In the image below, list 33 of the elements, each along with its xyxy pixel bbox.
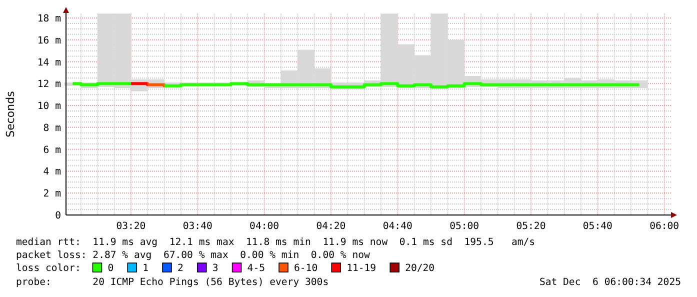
text: Sat Dec 6 06:00:34 2025 [539, 277, 682, 288]
text: probe: 20 ICMP Echo Pings (56 Bytes) every 300s [16, 277, 329, 288]
y-tick-label: 16 m [37, 35, 62, 46]
x-tick-label: 05:00 [450, 221, 480, 232]
text: median rtt: 11.9 ms avg 12.1 ms max 11.8 ms min 11.9 ms now 0.1 ms sd 195.5 am/s [16, 237, 536, 248]
legend-title: loss color: [16, 263, 81, 274]
y-tick-label: 2 m [43, 188, 62, 200]
y-tick-label: 4 m [43, 166, 62, 178]
x-tick-label: 06:00 [650, 221, 680, 232]
legend-label: 4-5 [247, 263, 266, 274]
legend-label: 1 [142, 263, 149, 274]
x-tick-label: 04:40 [382, 221, 412, 232]
text: packet loss: 2.87 % avg 67.00 % max 0.00 % min 0.00 % now [16, 250, 370, 261]
y-tick-label: 10 m [37, 101, 62, 112]
legend-label: 2 [178, 263, 184, 274]
y-tick-label: 12 m [37, 79, 62, 90]
text: 0 [108, 263, 114, 274]
y-tick-label: 14 m [37, 57, 62, 68]
x-tick-label: 04:00 [250, 221, 280, 232]
legend-label: 6-10 [294, 263, 318, 274]
x-tick-label: 05:40 [582, 221, 613, 232]
legend-label: 20/20 [405, 263, 435, 274]
y-tick-label: 8 m [43, 122, 62, 134]
y-tick-label: 18 m [37, 13, 62, 24]
x-tick-label: 05:20 [516, 221, 546, 232]
legend-label: 3 [212, 263, 218, 274]
y-axis-title: Seconds [4, 90, 17, 138]
x-tick-label: 03:20 [116, 221, 146, 232]
legend-label: 11-19 [346, 263, 376, 274]
x-tick-label: 04:20 [316, 221, 346, 232]
y-tick-label: 0 [55, 210, 62, 222]
y-tick-label: 6 m [43, 144, 62, 156]
x-tick-label: 03:40 [182, 221, 212, 232]
